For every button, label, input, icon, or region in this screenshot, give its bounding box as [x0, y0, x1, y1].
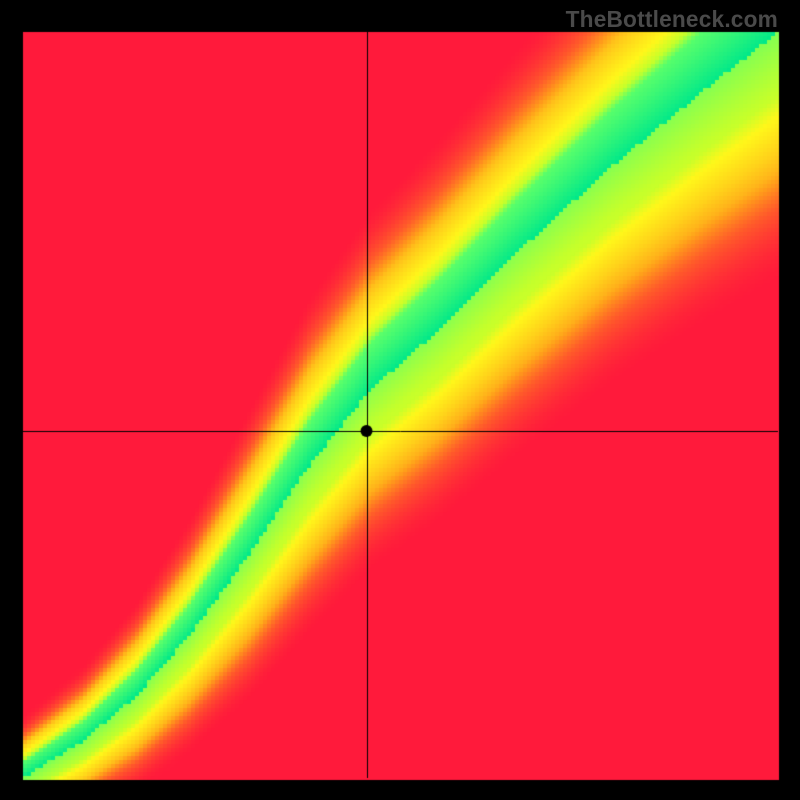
chart-container: TheBottleneck.com: [0, 0, 800, 800]
bottleneck-heatmap-canvas: [0, 0, 800, 800]
watermark-text: TheBottleneck.com: [566, 6, 778, 33]
